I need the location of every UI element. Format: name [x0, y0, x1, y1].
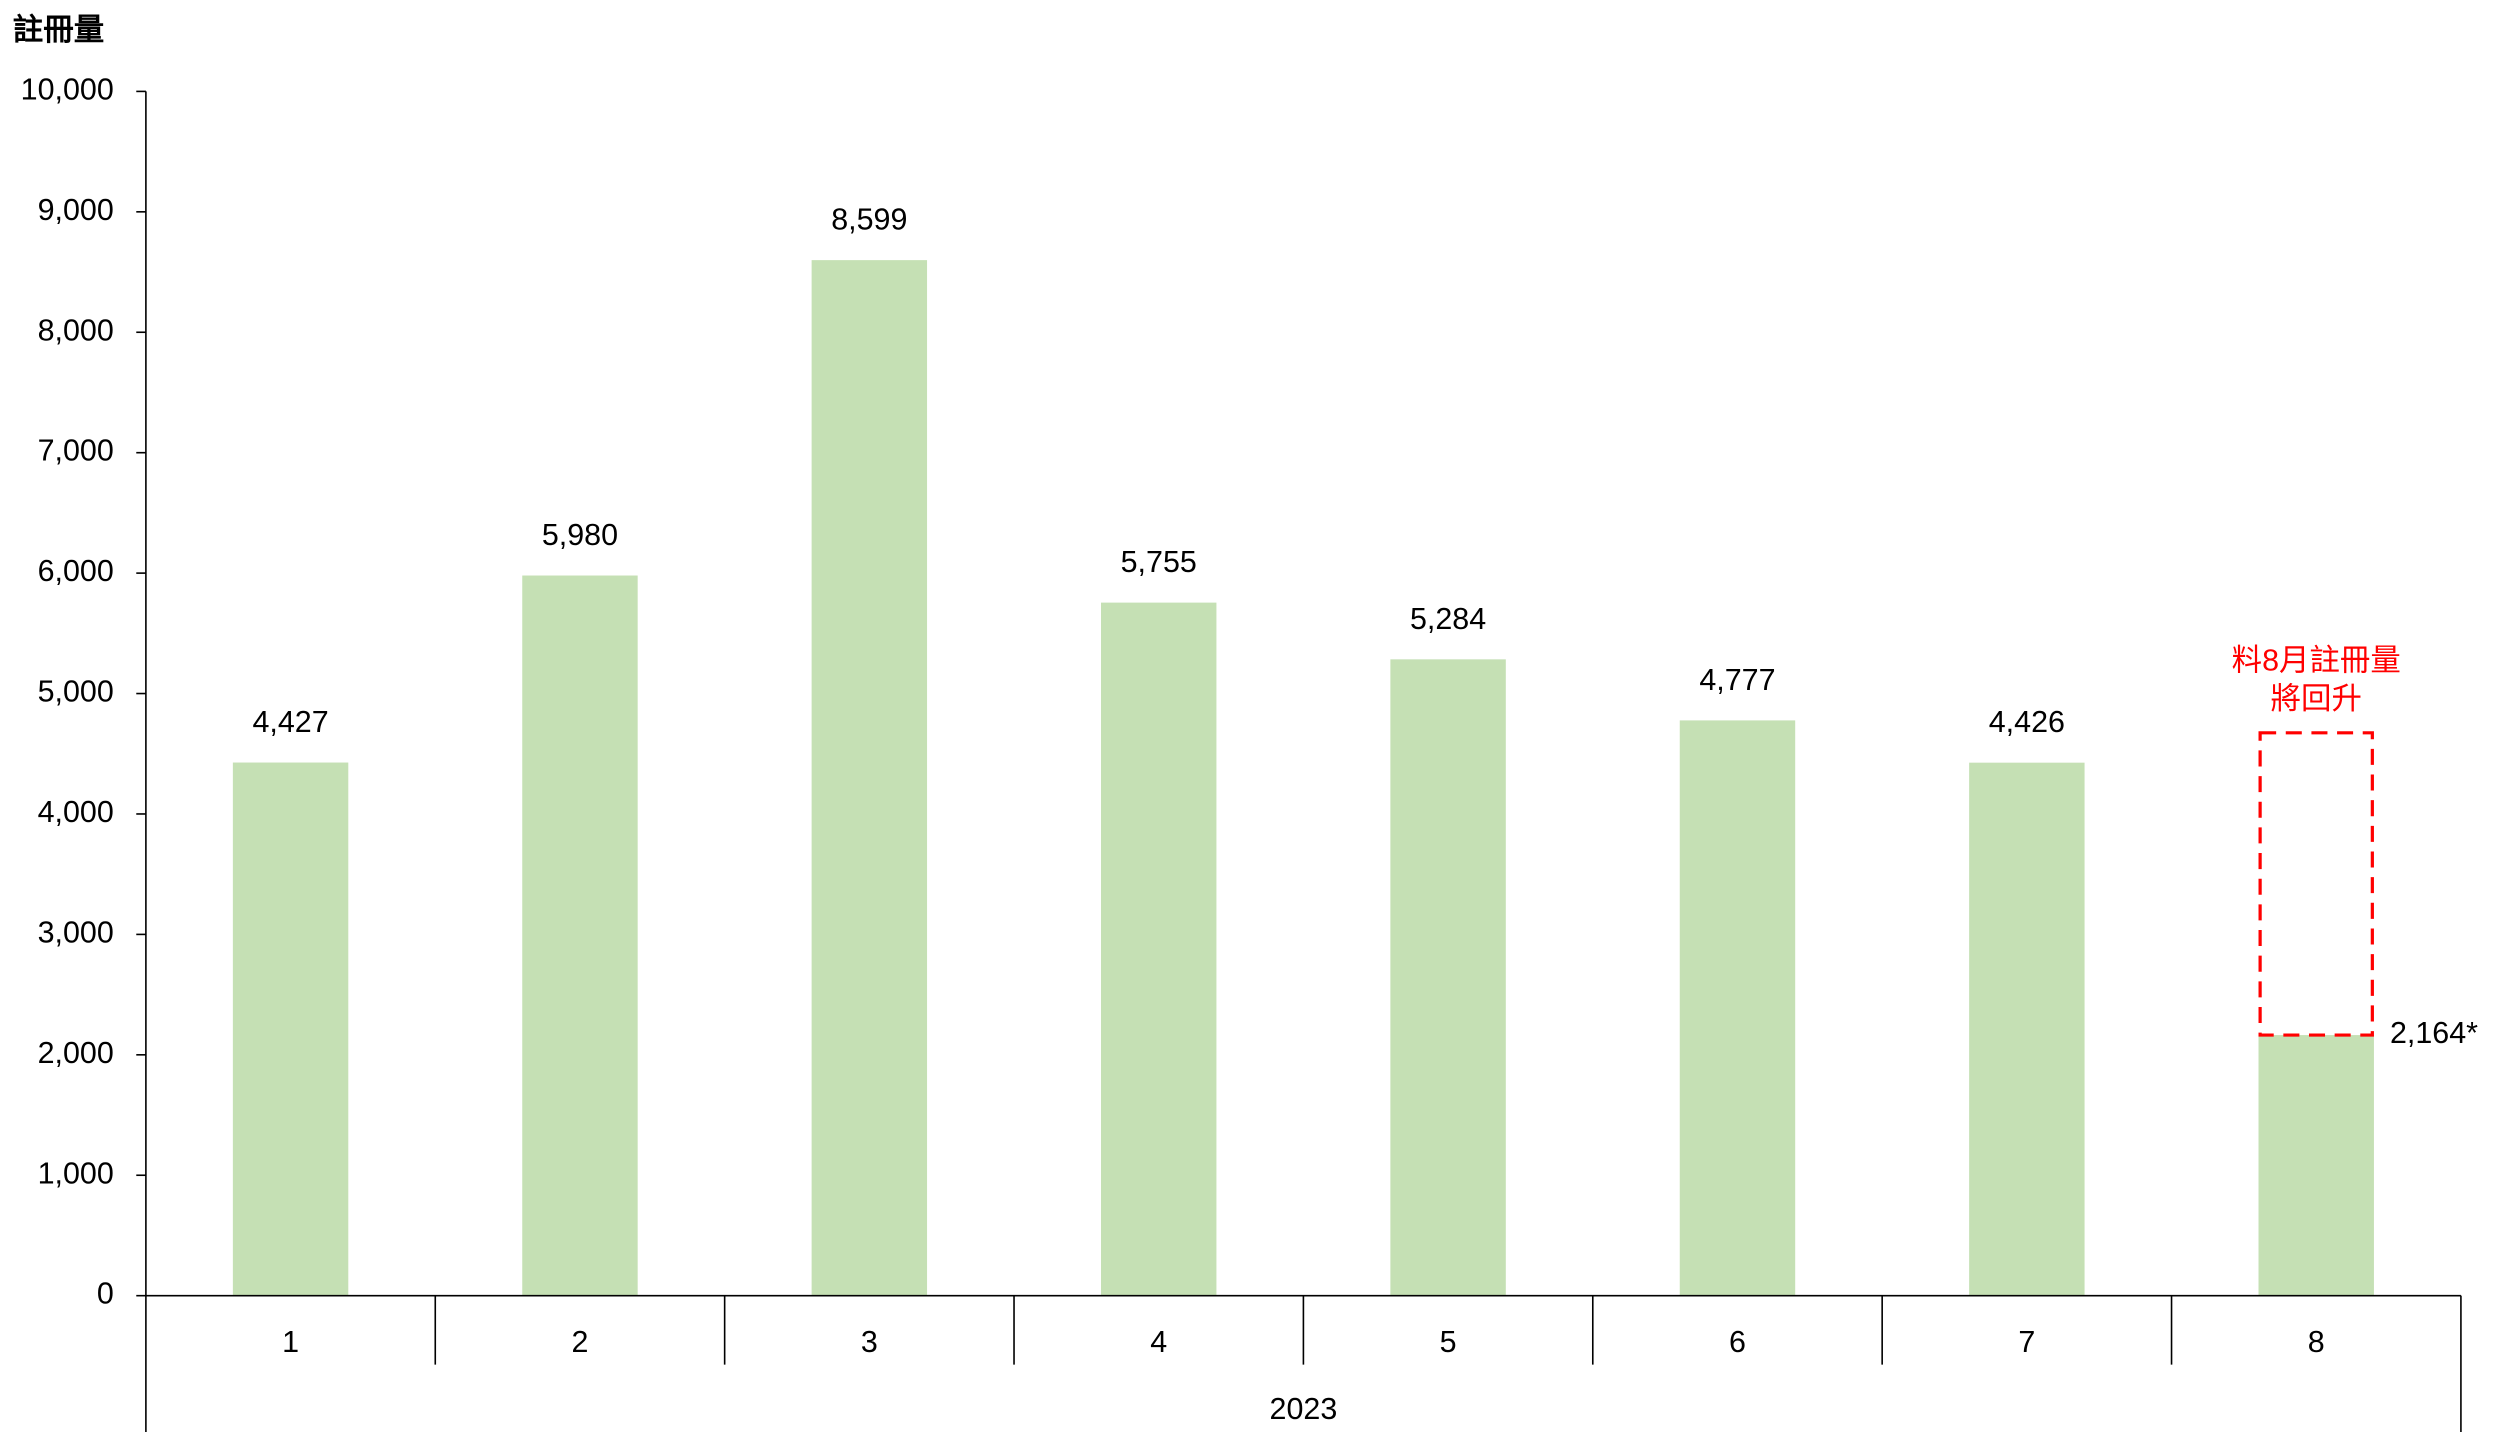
annotation-text: 料8月註冊量	[2232, 643, 2401, 677]
x-tick-label: 2	[571, 1325, 588, 1359]
value-label: 5,284	[1410, 602, 1486, 636]
y-tick-label: 4,000	[38, 795, 114, 829]
value-label: 2,164*	[2390, 1016, 2478, 1050]
value-label: 5,980	[542, 518, 618, 552]
bar	[1390, 659, 1506, 1296]
x-tick-label: 1	[282, 1325, 299, 1359]
y-tick-label: 8,000	[38, 313, 114, 347]
value-label: 4,777	[1699, 663, 1775, 697]
y-axis-label: 註冊量	[13, 13, 104, 47]
group-label: 2023	[1270, 1392, 1338, 1426]
bar	[522, 575, 638, 1296]
x-tick-label: 5	[1440, 1325, 1457, 1359]
y-tick-label: 10,000	[21, 72, 114, 106]
value-label: 4,427	[252, 705, 328, 739]
bar	[1679, 720, 1796, 1296]
x-tick-label: 7	[2018, 1325, 2035, 1359]
y-tick-label: 9,000	[38, 193, 114, 227]
value-label: 5,755	[1121, 545, 1197, 579]
value-label: 4,426	[1989, 705, 2065, 739]
y-tick-label: 6,000	[38, 554, 114, 588]
bar	[2258, 1035, 2374, 1296]
x-tick-label: 4	[1150, 1325, 1167, 1359]
annotation-text: 將回升	[2271, 682, 2362, 716]
y-tick-label: 7,000	[38, 434, 114, 468]
x-tick-label: 3	[861, 1325, 878, 1359]
y-tick-label: 3,000	[38, 915, 114, 949]
y-tick-label: 2,000	[38, 1036, 114, 1070]
y-tick-label: 1,000	[38, 1156, 114, 1190]
bar	[232, 762, 349, 1296]
x-tick-label: 6	[1729, 1325, 1746, 1359]
bar	[1969, 762, 2085, 1296]
annotation-box	[2258, 731, 2374, 1037]
bar	[1101, 602, 1217, 1296]
bar	[811, 260, 928, 1296]
y-tick-label: 0	[97, 1277, 114, 1311]
x-tick-label: 8	[2308, 1325, 2325, 1359]
value-label: 8,599	[831, 203, 907, 237]
y-tick-label: 5,000	[38, 675, 114, 709]
